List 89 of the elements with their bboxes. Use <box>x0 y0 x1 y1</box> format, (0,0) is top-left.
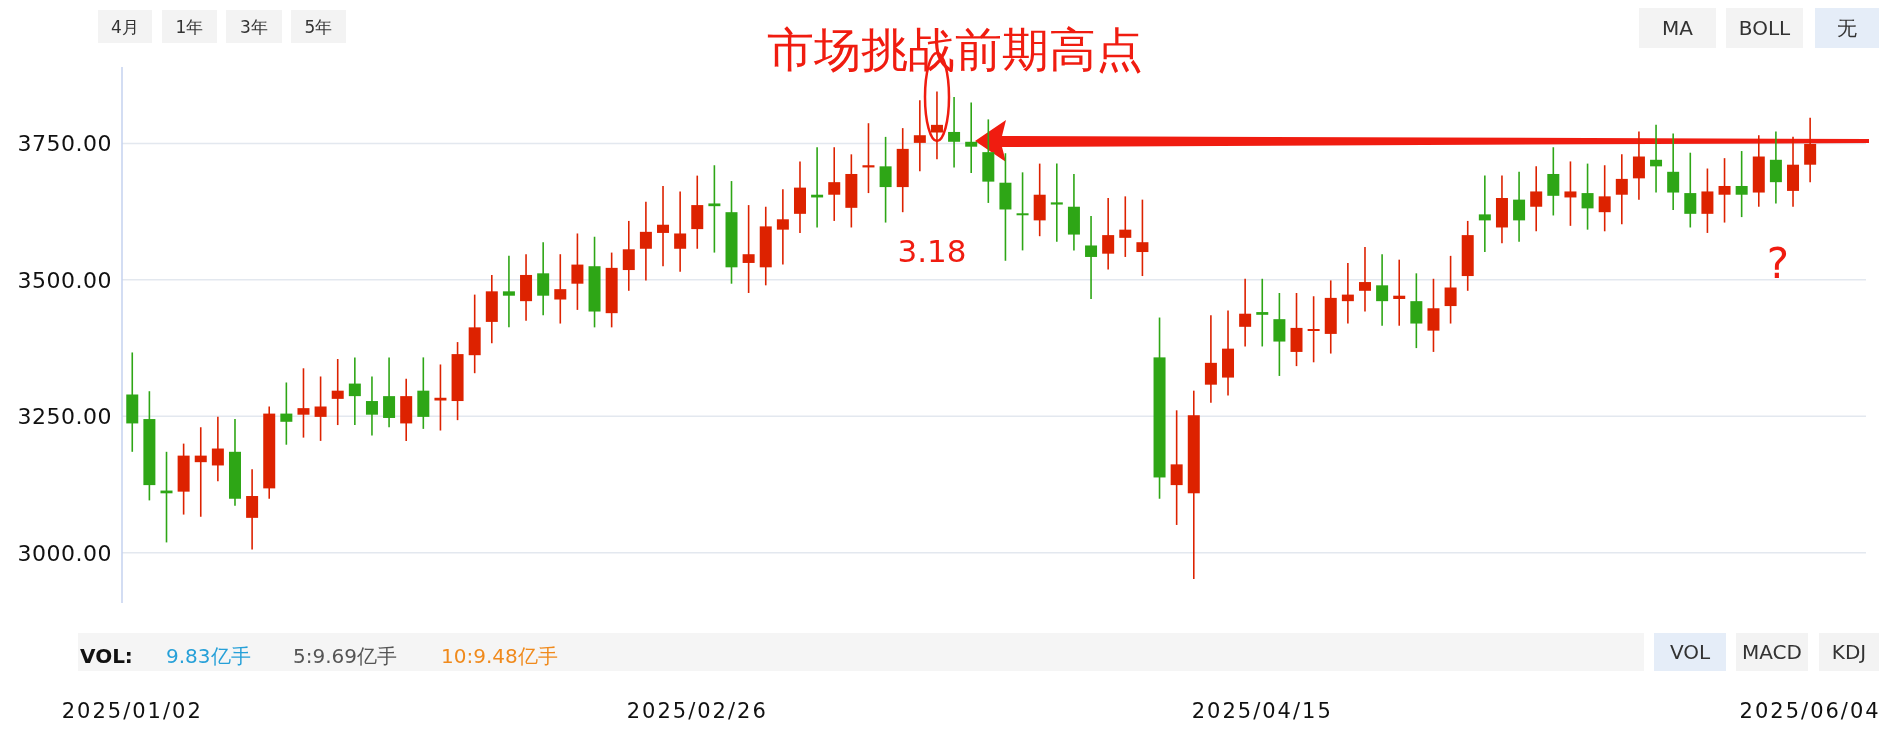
candlestick <box>280 381 293 446</box>
candlestick <box>1204 314 1217 404</box>
candlestick <box>1136 198 1149 277</box>
text: 9.83亿手 <box>166 644 251 668</box>
candlestick <box>1632 130 1645 201</box>
candlestick <box>1050 162 1063 243</box>
candlestick <box>930 90 943 161</box>
y-tick-label: 3500.00 <box>17 267 112 293</box>
candlestick <box>1701 167 1714 234</box>
text: 无 <box>1837 16 1857 41</box>
candlestick <box>246 468 259 551</box>
text: MACD <box>1742 640 1802 665</box>
candlestick <box>1547 146 1560 217</box>
text: KDJ <box>1831 640 1867 665</box>
candlestick <box>657 185 670 268</box>
candlestick <box>1684 151 1697 229</box>
annotation: 3.18 <box>897 233 967 269</box>
candlestick <box>297 367 310 439</box>
candlestick <box>1256 277 1269 348</box>
candlestick <box>948 96 961 169</box>
candlestick <box>708 164 721 254</box>
candlestick <box>1667 132 1680 211</box>
candlestick <box>913 99 926 173</box>
candlestick <box>622 220 635 292</box>
x-tick-label: 2025/01/02 <box>61 699 203 723</box>
candlestick <box>862 122 875 194</box>
y-tick-label: 3250.00 <box>17 404 112 430</box>
text: 5年 <box>304 16 333 37</box>
text: 10:9.48亿手 <box>441 644 558 668</box>
candlestick <box>1769 130 1782 205</box>
candlestick <box>1239 277 1252 348</box>
y-tick-label: 3750.00 <box>17 131 112 157</box>
candlestick <box>211 416 224 483</box>
candlestick <box>1478 174 1491 253</box>
candlestick <box>1615 153 1628 225</box>
chart-title: 市场挑战前期高点 <box>767 22 1143 77</box>
x-tick-label: 2025/04/15 <box>1191 699 1333 723</box>
candlestick <box>331 358 344 426</box>
candlestick <box>554 253 567 325</box>
candlestick <box>1307 295 1320 364</box>
candlestick <box>383 356 396 429</box>
candlestick <box>1530 165 1543 233</box>
candlestick <box>314 375 327 442</box>
text: MA <box>1662 16 1694 41</box>
candlestick <box>879 136 892 224</box>
text: 1年 <box>175 16 204 37</box>
candlestick <box>776 188 789 266</box>
candlestick <box>1581 162 1594 231</box>
candlestick <box>1273 292 1286 377</box>
candlestick <box>1016 171 1029 252</box>
candlestick <box>1102 197 1115 271</box>
candlestick <box>1427 277 1440 353</box>
y-tick-label: 3000.00 <box>17 540 112 566</box>
x-tick-label: 2025/06/04 <box>1739 699 1879 723</box>
candlestick <box>1393 258 1406 327</box>
text: 3年 <box>240 16 268 37</box>
candlestick <box>828 146 841 222</box>
candlestick <box>1170 409 1183 526</box>
candlestick <box>194 426 207 518</box>
candlestick <box>742 204 755 294</box>
text: 4月 <box>111 16 139 37</box>
candlestick <box>1513 171 1526 243</box>
candlestick <box>1804 116 1817 183</box>
text: 5:9.69亿手 <box>293 644 397 668</box>
candlestick <box>1598 164 1611 233</box>
candlestick <box>1341 262 1354 325</box>
candlestick <box>365 375 378 437</box>
text: VOL <box>1669 640 1711 665</box>
candlestick <box>1376 253 1389 327</box>
candlestick <box>674 190 687 273</box>
candlestick <box>537 241 550 317</box>
candlestick <box>502 255 515 329</box>
candlestick <box>1564 160 1577 227</box>
candlestick <box>1358 246 1371 313</box>
candlestick <box>639 201 652 282</box>
candlestick <box>348 356 361 426</box>
candlestick <box>965 101 978 174</box>
candlestick <box>1119 195 1132 258</box>
candlestick <box>1735 150 1748 218</box>
candlestick <box>1718 157 1731 224</box>
candlestick <box>571 232 584 311</box>
text: BOLL <box>1738 16 1792 41</box>
x-tick-label: 2025/02/26 <box>626 699 768 723</box>
text: VOL: <box>80 644 133 668</box>
candlestick <box>1650 124 1663 194</box>
candlestick <box>1444 255 1457 325</box>
annotation: ? <box>1766 239 1790 288</box>
candlestick <box>1085 215 1098 300</box>
candlestick <box>1410 272 1423 349</box>
